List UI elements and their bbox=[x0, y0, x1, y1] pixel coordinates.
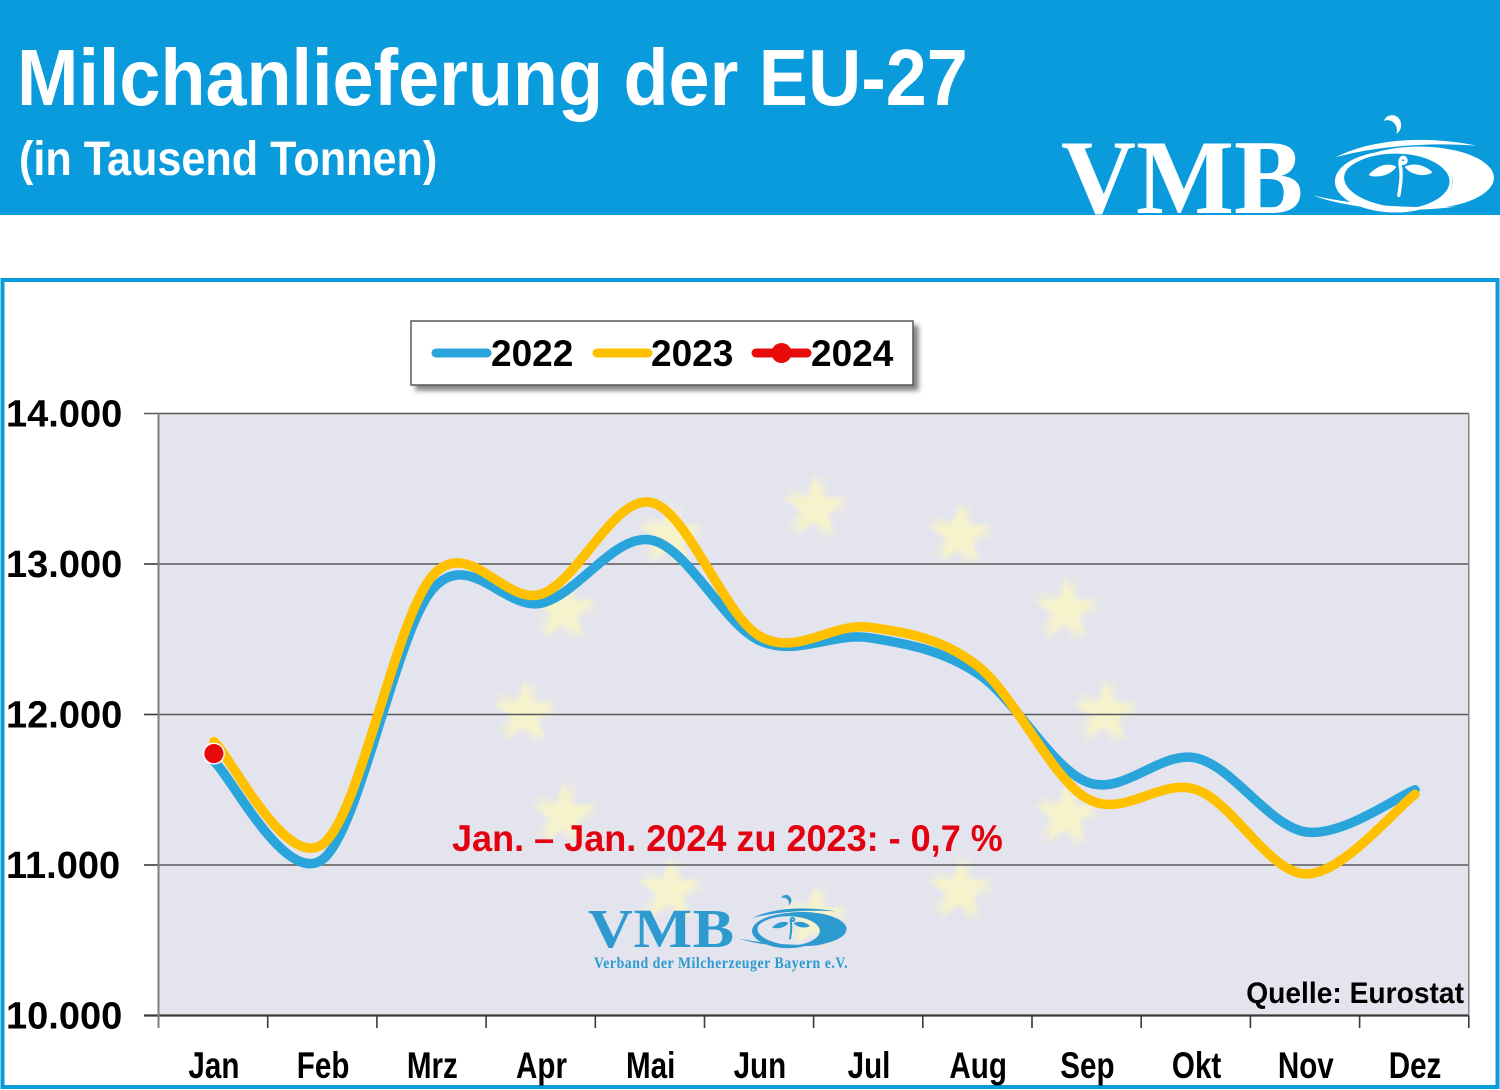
svg-text:13.000: 13.000 bbox=[6, 544, 122, 586]
svg-text:Okt: Okt bbox=[1172, 1046, 1221, 1087]
svg-text:Nov: Nov bbox=[1278, 1046, 1334, 1087]
svg-text:VMB: VMB bbox=[1061, 118, 1303, 236]
svg-text:Aug: Aug bbox=[949, 1046, 1007, 1087]
svg-text:14.000: 14.000 bbox=[6, 394, 122, 436]
svg-text:Jan: Jan bbox=[188, 1046, 239, 1087]
svg-text:Milchanlieferung der EU-27: Milchanlieferung der EU-27 bbox=[17, 33, 968, 122]
svg-text:Apr: Apr bbox=[516, 1046, 567, 1087]
svg-text:2024: 2024 bbox=[811, 333, 894, 374]
svg-text:Jan. – Jan. 2024 zu 2023: - 0,: Jan. – Jan. 2024 zu 2023: - 0,7 % bbox=[452, 818, 1003, 860]
svg-text:Mai: Mai bbox=[626, 1046, 675, 1087]
svg-text:Jun: Jun bbox=[734, 1046, 787, 1087]
svg-text:Jul: Jul bbox=[848, 1046, 891, 1087]
svg-text:12.000: 12.000 bbox=[6, 695, 122, 737]
svg-text:Verband der Milcherzeuger Baye: Verband der Milcherzeuger Bayern e.V. bbox=[594, 955, 848, 972]
svg-text:Dez: Dez bbox=[1389, 1046, 1442, 1087]
svg-text:(in Tausend Tonnen): (in Tausend Tonnen) bbox=[19, 132, 437, 186]
svg-text:VMB: VMB bbox=[588, 898, 735, 959]
svg-text:Sep: Sep bbox=[1060, 1046, 1114, 1087]
svg-text:2022: 2022 bbox=[491, 333, 573, 374]
svg-text:11.000: 11.000 bbox=[6, 845, 120, 887]
svg-text:2023: 2023 bbox=[651, 333, 733, 374]
svg-text:Quelle: Eurostat: Quelle: Eurostat bbox=[1246, 977, 1464, 1010]
svg-text:Feb: Feb bbox=[297, 1046, 350, 1087]
svg-text:Mrz: Mrz bbox=[407, 1046, 458, 1087]
svg-text:10.000: 10.000 bbox=[6, 996, 122, 1038]
